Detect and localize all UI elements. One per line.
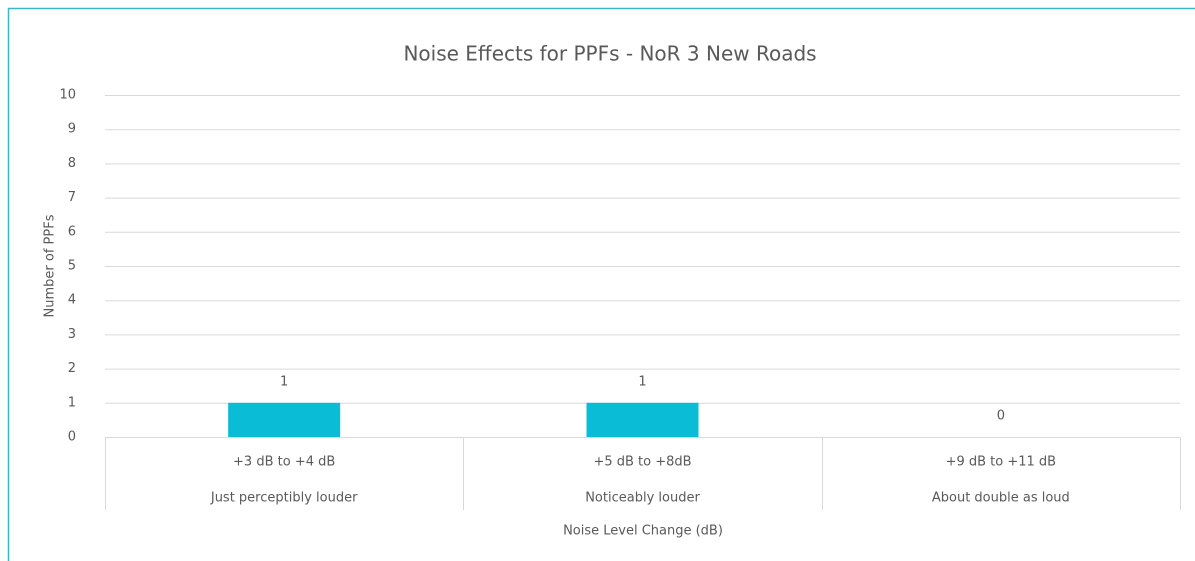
y-tick-label: 9 <box>68 122 76 137</box>
data-label: 0 <box>997 409 1005 424</box>
y-axis-label: Number of PPFs <box>43 214 58 317</box>
x-axis-label: Noise Level Change (dB) <box>563 524 723 539</box>
y-tick-label: 1 <box>68 395 76 410</box>
bar <box>586 402 699 437</box>
x-tick-label: +5 dB to +8dB <box>593 455 691 470</box>
y-tick-label: 2 <box>68 361 76 376</box>
x-tick-label: +3 dB to +4 dB <box>233 455 335 470</box>
x-tick-description: Noticeably louder <box>585 491 700 506</box>
y-tick-label: 4 <box>68 293 76 308</box>
bar <box>228 402 341 437</box>
y-tick-label: 3 <box>68 327 76 342</box>
y-tick-label: 5 <box>68 259 76 274</box>
chart-frame <box>7 7 1195 561</box>
y-tick-label: 6 <box>68 224 76 239</box>
x-tick-description: Just perceptibly louder <box>210 491 358 506</box>
y-tick-label: 0 <box>68 430 76 445</box>
y-tick-label: 7 <box>68 190 76 205</box>
chart-title: Noise Effects for PPFs - NoR 3 New Roads <box>403 42 816 66</box>
y-tick-label: 10 <box>59 88 76 103</box>
y-tick-label: 8 <box>68 156 76 171</box>
data-label: 1 <box>638 374 646 389</box>
data-label: 1 <box>280 374 288 389</box>
x-tick-label: +9 dB to +11 dB <box>946 455 1057 470</box>
x-tick-description: About double as loud <box>932 491 1070 506</box>
